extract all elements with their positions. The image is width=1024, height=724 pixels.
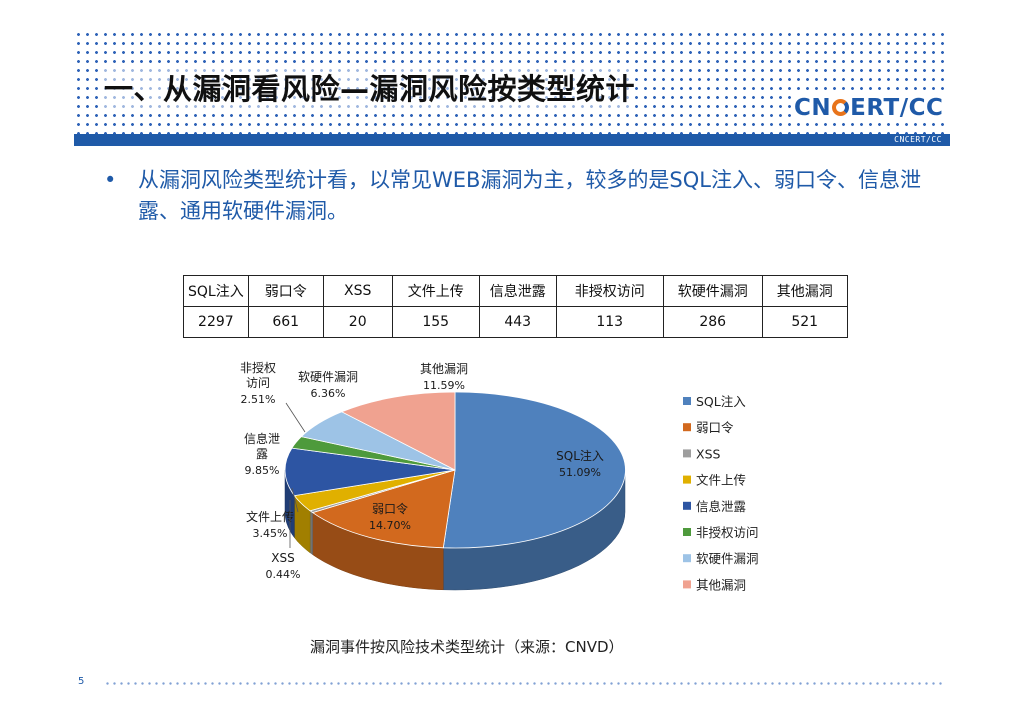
slice-value-label: 6.36% [311,387,346,400]
slice-label-line2: 露 [256,447,268,461]
slice-label: 非授权 [240,360,276,375]
legend-swatch [683,449,691,458]
table-cell: 521 [761,306,848,338]
table-cell: 443 [478,306,557,338]
table-cell: 286 [662,306,763,338]
footer-dot-pattern [104,680,944,688]
legend-label: XSS [696,446,720,461]
legend-swatch [683,475,691,484]
bullet-text: 从漏洞风险类型统计看，以常见WEB漏洞为主，较多的是SQL注入、弱口令、信息泄露… [138,168,921,223]
pie-slice-1 [311,469,456,549]
cncert-logo: CN ERT/CC [792,95,946,121]
slice-label-line2: 访问 [246,376,270,390]
pie-side-walls [284,469,626,591]
legend-label: 非授权访问 [696,525,759,540]
bullet-point: • 从漏洞风险类型统计看，以常见WEB漏洞为主，较多的是SQL注入、弱口令、信息… [104,165,934,227]
table-cell: 20 [322,306,393,338]
table-cell: 113 [555,306,664,338]
legend-label: 文件上传 [696,473,746,488]
table-header-cell: 信息泄露 [478,275,557,307]
leader-line-3 [291,487,299,513]
table-cell: 155 [391,306,480,338]
pie-side-2 [309,510,313,555]
table-header-cell: 软硬件漏洞 [662,275,763,307]
table-header-cell: 其他漏洞 [761,275,848,307]
legend-swatch [683,554,691,563]
slice-label: 弱口令 [372,501,408,516]
pie-slice-0 [442,391,626,549]
legend-label: SQL注入 [696,394,746,409]
slice-value-label: 9.85% [245,464,280,477]
table-header-cell: SQL注入 [183,275,249,307]
slice-label: 软硬件漏洞 [298,370,358,384]
pie-slice-7 [340,391,456,471]
pie-slices [284,391,626,549]
header-rule [74,134,950,146]
leader-line-5 [285,402,306,433]
legend-label: 其他漏洞 [696,577,746,592]
header-rule-sublabel: CNCERT/CC [894,135,942,144]
slice-value-label: 11.59% [423,379,465,392]
table-header-cell: 非授权访问 [555,275,664,307]
slice-value-label: 2.51% [241,393,276,406]
legend-swatch [683,580,691,589]
slice-label: 其他漏洞 [420,362,468,376]
pie-labels: SQL注入 51.09% 弱口令 14.70% XSS 0.44% 文件上传 3.45% 信息泄… [240,360,604,581]
logo-ring-icon [832,99,850,116]
page-number: 5 [78,676,85,687]
legend-swatch [683,397,691,405]
legend-swatch [683,528,691,536]
slice-value-label: 51.09% [559,466,601,479]
slide-title: 一、从漏洞看风险—漏洞风险按类型统计 [104,66,636,108]
bullet-dot-icon: • [104,168,117,192]
slice-value-label: 14.70% [369,519,411,532]
legend-label: 信息泄露 [696,499,747,514]
chart-caption: 漏洞事件按风险技术类型统计（来源：CNVD） [310,636,624,657]
slice-label: SQL注入 [556,448,604,463]
slice-value-label: 0.44% [266,568,301,581]
legend-label: 软硬件漏洞 [696,551,759,566]
table-cell: 2297 [183,306,249,338]
slice-label: XSS [271,551,294,565]
legend-swatch [683,501,691,510]
legend-swatch [683,423,691,432]
slice-label: 文件上传 [246,509,294,524]
table-row: 2297 661 20 155 443 113 286 521 [183,306,848,338]
table-cell: 661 [247,306,324,338]
slice-value-label: 3.45% [253,527,288,540]
legend-label: 弱口令 [696,420,734,435]
stats-table: SQL注入 弱口令 XSS 文件上传 信息泄露 非授权访问 软硬件漏洞 其他漏洞… [183,275,848,338]
slice-label: 信息泄 [244,431,280,446]
